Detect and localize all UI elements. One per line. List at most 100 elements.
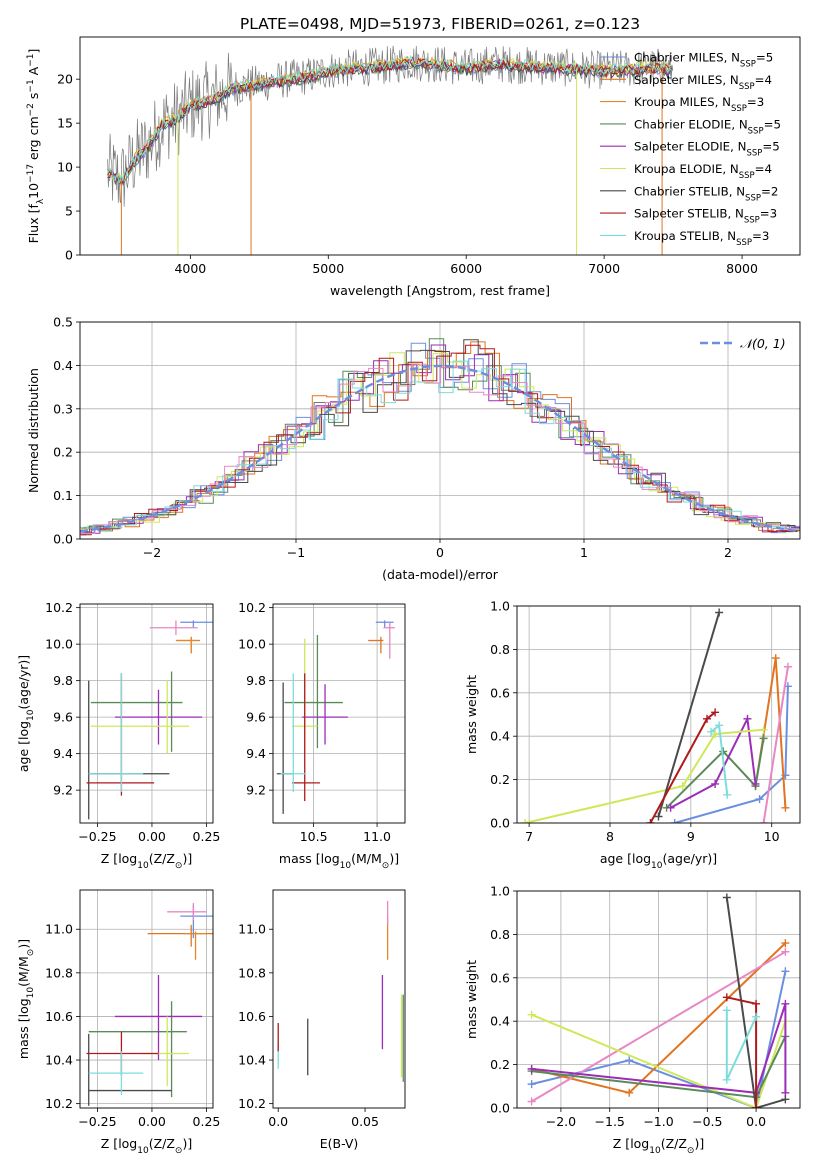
x-tick-label: −0.25 <box>78 829 116 844</box>
weight-marker <box>759 734 768 743</box>
x-tick-label: 10 <box>764 829 780 844</box>
weight-marker <box>752 999 761 1008</box>
y-tick-label: 15 <box>57 116 73 131</box>
y-tick-label: 9.2 <box>53 783 73 798</box>
error-bars <box>86 903 213 1106</box>
weight-marker <box>759 819 768 823</box>
y-axis-label: Normed distribution <box>26 368 41 493</box>
weight-marker <box>711 730 720 739</box>
x-axis-label: E(B-V) <box>320 1136 359 1151</box>
weight-marker <box>654 812 663 821</box>
y-tick-label: 1.0 <box>490 884 510 899</box>
figure-title: PLATE=0498, MJD=51973, FIBERID=0261, z=0… <box>240 15 640 33</box>
y-axis-label: mass weight <box>464 675 479 754</box>
weight-marker <box>771 654 780 663</box>
x-tick-label: 0 <box>436 545 444 560</box>
x-tick-label: 0.0 <box>746 1114 766 1129</box>
weight-marker <box>711 708 720 717</box>
weight-marker <box>781 1095 790 1104</box>
x-tick-label: 0.25 <box>193 829 221 844</box>
x-axis-label: wavelength [Angstrom, rest frame] <box>330 283 550 298</box>
y-tick-label: 11.0 <box>45 922 73 937</box>
x-tick-label: 10.5 <box>300 829 328 844</box>
x-axis-label: mass [log10(M/M⊙)] <box>279 851 399 871</box>
axes-frame <box>516 890 801 1109</box>
legend-label: Chabrier STELIB, NSSP=2 <box>634 184 778 203</box>
x-tick-label: 0.00 <box>138 1114 166 1129</box>
y-tick-label: 10.2 <box>45 600 73 615</box>
legend-label: Kroupa MILES, NSSP=3 <box>634 95 764 114</box>
panel-spectrum: 4000 5000 6000 7000 8000 0 5 10 15 20 wavelength [… <box>26 36 801 298</box>
legend-label: Salpeter MILES, NSSP=4 <box>634 73 772 92</box>
y-tick-label: 0.0 <box>490 1101 510 1116</box>
spectrum-lines <box>107 45 674 255</box>
weight-marker <box>646 819 655 823</box>
histogram-8 <box>80 363 800 536</box>
y-tick-label: 0.0 <box>490 816 510 831</box>
weight-marker <box>707 727 716 736</box>
weight-line-5 <box>657 612 721 817</box>
weight-line-2 <box>665 738 765 809</box>
y-tick-label: 9.6 <box>246 710 266 725</box>
y-tick-label: 20 <box>57 72 73 87</box>
weight-marker <box>527 1097 536 1106</box>
legend-label: Kroupa STELIB, NSSP=3 <box>634 229 769 248</box>
weight-marker <box>527 1080 536 1089</box>
x-tick-label: 2 <box>724 545 732 560</box>
x-tick-label: 11.0 <box>363 829 391 844</box>
x-axis-label: (data-model)/error <box>382 567 499 582</box>
weight-marker <box>527 1010 536 1019</box>
weight-marker <box>703 714 712 723</box>
weight-marker <box>723 790 732 799</box>
axes-frame <box>79 36 801 256</box>
y-axis-label: age [log10(age/yr)] <box>16 655 36 772</box>
weight-marker <box>781 803 790 812</box>
y-axis-label: Flux [fλ10−17 erg cm−2 s−1 A−1] <box>26 49 46 244</box>
y-tick-label: 0.1 <box>53 488 73 503</box>
y-axis-label: mass [log10(M/M⊙)] <box>16 939 36 1059</box>
x-tick-label: 9 <box>687 829 695 844</box>
y-tick-label: 10.2 <box>45 1096 73 1111</box>
weight-marker <box>521 819 530 823</box>
y-tick-label: 10.8 <box>238 965 266 980</box>
legend-label: 𝒩(0, 1) <box>740 336 786 351</box>
histogram-6 <box>80 344 800 536</box>
histogram-3 <box>80 344 800 536</box>
y-tick-label: 0.6 <box>490 970 510 985</box>
weight-marker <box>752 1104 761 1108</box>
error-bars <box>277 900 404 1082</box>
x-tick-label: 5000 <box>312 261 344 276</box>
weight-marker <box>625 1088 634 1097</box>
histogram-0 <box>80 342 800 534</box>
weight-marker <box>715 608 724 617</box>
weight-line-8 <box>762 666 789 823</box>
weight-line-6 <box>649 711 716 823</box>
error-bars <box>86 620 213 820</box>
weight-line-3 <box>531 1013 787 1108</box>
weight-marker <box>715 721 724 730</box>
y-tick-label: 0.4 <box>490 1014 510 1029</box>
y-tick-label: 1.0 <box>490 599 510 614</box>
x-tick-label: −1.5 <box>595 1114 625 1129</box>
x-tick-label: −1.0 <box>643 1114 673 1129</box>
y-tick-label: 0.5 <box>53 315 73 330</box>
weight-lines <box>527 893 790 1108</box>
weight-marker <box>670 819 679 823</box>
y-tick-label: 9.8 <box>246 673 266 688</box>
x-tick-label: 0.00 <box>138 829 166 844</box>
y-tick-label: 9.8 <box>53 673 73 688</box>
legend-label: Salpeter ELODIE, NSSP=5 <box>634 140 780 159</box>
x-tick-label: 0.05 <box>351 1114 379 1129</box>
y-tick-label: 9.6 <box>53 710 73 725</box>
panel-age_vs_mass: 10.5 11.0 9.2 9.4 9.6 9.8 10.0 10.2 mass [log10(… <box>238 600 406 871</box>
x-tick-label: −2 <box>143 545 161 560</box>
y-tick-label: 10.0 <box>45 637 73 652</box>
y-tick-label: 11.0 <box>238 922 266 937</box>
y-tick-label: 9.2 <box>246 783 266 798</box>
y-tick-label: 0.0 <box>53 532 73 547</box>
weight-line-6 <box>725 897 786 1108</box>
axes-frame <box>272 603 406 824</box>
histograms <box>80 338 800 536</box>
y-tick-label: 0.3 <box>53 401 73 416</box>
histogram-5 <box>80 339 800 533</box>
